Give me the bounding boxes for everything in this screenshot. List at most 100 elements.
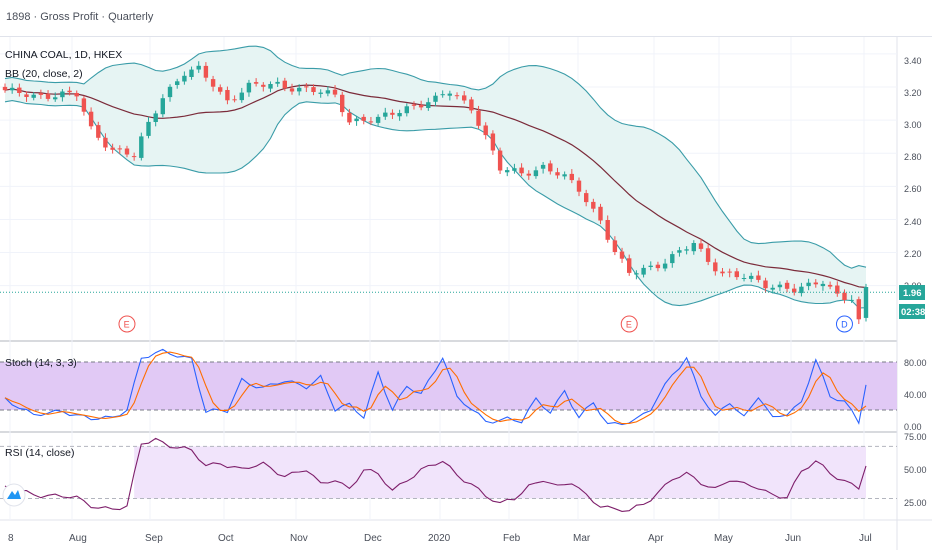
candle[interactable] [318,89,323,98]
candle[interactable] [60,89,65,102]
candle[interactable] [117,145,122,154]
dividend-marker[interactable]: D [835,315,853,333]
stoch-d-line[interactable] [4,351,867,425]
price-axis[interactable]: 3.40 3.20 3.00 2.80 2.60 2.40 2.20 2.00 [904,56,922,291]
candle[interactable] [741,273,747,282]
candle[interactable] [146,117,151,139]
candle[interactable] [88,107,94,130]
candle[interactable] [770,284,775,294]
rsi-line[interactable] [4,437,867,512]
candle[interactable] [763,277,768,293]
candle[interactable] [454,92,460,100]
candle[interactable] [418,100,424,111]
candle[interactable] [490,130,496,155]
candlestick-series[interactable] [2,61,869,325]
candle[interactable] [196,61,201,73]
candle[interactable] [705,244,711,266]
bar-countdown-badge[interactable] [899,304,925,319]
stoch-k-line[interactable] [4,348,867,426]
candle[interactable] [806,278,811,291]
candle[interactable] [383,107,388,120]
candle[interactable] [375,114,381,126]
candle[interactable] [53,92,58,102]
candle[interactable] [24,91,29,102]
stoch-legend-label[interactable]: Stoch (14, 3, 3) [5,357,77,369]
candle[interactable] [799,282,804,297]
rsi-axis[interactable]: 75.00 50.00 25.00 [904,432,927,508]
candle[interactable] [139,132,144,161]
candle[interactable] [411,101,417,110]
candle[interactable] [447,90,452,101]
rsi-legend-label[interactable]: RSI (14, close) [5,447,74,459]
candle[interactable] [698,238,704,252]
candle[interactable] [533,166,539,179]
candle[interactable] [605,215,610,243]
candle[interactable] [304,83,309,93]
candle[interactable] [713,258,718,276]
candle[interactable] [720,268,725,277]
earnings-marker[interactable]: E [620,315,638,333]
candle[interactable] [820,280,826,291]
candle[interactable] [634,270,639,280]
candle[interactable] [160,94,165,118]
candle[interactable] [476,105,481,129]
candle[interactable] [74,90,79,101]
candle[interactable] [835,281,840,297]
candle[interactable] [31,92,36,101]
last-price-badge[interactable] [899,285,925,300]
candle[interactable] [555,167,560,179]
candle[interactable] [2,83,8,93]
candle[interactable] [813,279,818,288]
candle[interactable] [627,254,632,276]
symbol-label[interactable]: CHINA COAL, 1D, HKEX [5,49,122,61]
time-axis[interactable]: 8 Aug Sep Oct Nov Dec 2020 Feb Mar Apr M… [8,533,872,544]
candle[interactable] [526,170,531,180]
candle[interactable] [153,110,158,127]
candle[interactable] [239,87,244,103]
candle[interactable] [297,84,302,96]
candle[interactable] [397,109,402,121]
candle[interactable] [67,86,72,96]
candle[interactable] [784,280,790,293]
candle[interactable] [340,91,345,117]
candle[interactable] [225,86,230,105]
candle[interactable] [325,86,331,97]
candle[interactable] [332,85,338,98]
candle[interactable] [576,177,582,197]
candle[interactable] [253,78,259,87]
candle[interactable] [684,246,689,255]
candle[interactable] [17,83,22,97]
candle[interactable] [540,161,546,174]
candle[interactable] [167,84,173,102]
bb-lower-line[interactable] [4,100,867,309]
indicator-title[interactable]: 1898 · Gross Profit · Quarterly [6,11,154,23]
candle[interactable] [842,289,847,304]
candle[interactable] [562,171,567,180]
candle[interactable] [110,143,115,154]
candle[interactable] [275,77,280,87]
candle[interactable] [368,116,374,126]
candle[interactable] [354,115,359,126]
candle[interactable] [519,163,524,177]
candle[interactable] [462,91,467,104]
bb-upper-line[interactable] [4,45,867,269]
candle[interactable] [426,97,431,111]
candle[interactable] [124,145,130,158]
candle[interactable] [189,66,194,80]
candle[interactable] [131,152,137,161]
candle[interactable] [483,122,488,140]
bb-legend-label[interactable]: BB (20, close, 2) [5,68,83,80]
candle[interactable] [505,167,510,177]
candle[interactable] [469,96,474,114]
candle[interactable] [433,92,438,107]
candle[interactable] [210,75,216,92]
candle[interactable] [232,95,237,103]
candle[interactable] [268,81,273,93]
candle[interactable] [175,78,180,89]
candle[interactable] [827,281,833,290]
candle[interactable] [289,83,295,95]
candle[interactable] [584,189,589,207]
earnings-marker[interactable]: E [118,315,136,333]
